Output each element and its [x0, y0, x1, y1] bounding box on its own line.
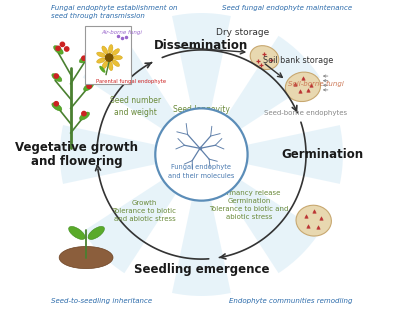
Circle shape	[86, 52, 90, 56]
Text: Dry storage: Dry storage	[216, 28, 270, 37]
Circle shape	[87, 84, 91, 88]
Text: Dissemination: Dissemination	[154, 39, 248, 52]
Text: Seedling emergence: Seedling emergence	[134, 263, 269, 276]
Circle shape	[56, 46, 60, 51]
Ellipse shape	[97, 52, 106, 57]
Text: Air-borne fungi: Air-borne fungi	[101, 31, 142, 36]
Circle shape	[60, 42, 64, 47]
Ellipse shape	[84, 83, 94, 91]
Ellipse shape	[112, 49, 120, 55]
Text: Soil-borne fungi: Soil-borne fungi	[288, 81, 344, 87]
Ellipse shape	[69, 226, 85, 239]
Wedge shape	[202, 36, 320, 154]
Circle shape	[54, 102, 58, 106]
Text: Seed fungal endophyte maintenance: Seed fungal endophyte maintenance	[222, 5, 352, 11]
Ellipse shape	[80, 112, 90, 120]
Circle shape	[106, 54, 113, 61]
Wedge shape	[60, 125, 202, 184]
Text: Endophyte communities remodling: Endophyte communities remodling	[229, 298, 352, 304]
Wedge shape	[83, 36, 202, 154]
Text: Parental fungal endophyte: Parental fungal endophyte	[96, 79, 166, 84]
Ellipse shape	[88, 226, 104, 239]
Text: Growth
Tolerance to biotic
and abiotic stress: Growth Tolerance to biotic and abiotic s…	[112, 201, 176, 222]
Wedge shape	[202, 125, 343, 184]
Ellipse shape	[52, 103, 62, 111]
Ellipse shape	[250, 46, 279, 70]
Ellipse shape	[113, 55, 122, 60]
Text: Seed longevity: Seed longevity	[173, 105, 230, 114]
Ellipse shape	[54, 46, 63, 54]
Circle shape	[82, 56, 86, 60]
Ellipse shape	[59, 247, 113, 269]
Circle shape	[64, 47, 69, 51]
Circle shape	[82, 112, 86, 116]
Text: Soil bank storage: Soil bank storage	[263, 56, 334, 65]
Text: Vegetative growth
and flowering: Vegetative growth and flowering	[15, 141, 138, 168]
Text: Seed number
and weight: Seed number and weight	[110, 96, 161, 117]
Text: Seed-borne endophytes: Seed-borne endophytes	[264, 110, 348, 116]
FancyBboxPatch shape	[86, 26, 131, 84]
Wedge shape	[83, 154, 202, 273]
Ellipse shape	[102, 61, 108, 69]
Wedge shape	[172, 13, 231, 155]
Ellipse shape	[108, 61, 113, 71]
Ellipse shape	[79, 55, 90, 63]
Ellipse shape	[296, 205, 331, 236]
Wedge shape	[202, 154, 320, 273]
Ellipse shape	[112, 60, 120, 66]
Text: Fungal endophyte
and their molecules: Fungal endophyte and their molecules	[168, 164, 235, 179]
Ellipse shape	[285, 72, 320, 102]
Text: Germination: Germination	[282, 148, 364, 161]
Ellipse shape	[102, 46, 108, 54]
Ellipse shape	[108, 44, 113, 54]
Text: Dormancy release
Germination
Tolerance to biotic and
abiotic stress: Dormancy release Germination Tolerance t…	[210, 190, 289, 220]
Wedge shape	[172, 154, 231, 296]
Ellipse shape	[99, 66, 106, 73]
Ellipse shape	[52, 74, 62, 82]
Circle shape	[155, 108, 248, 201]
Ellipse shape	[97, 58, 106, 63]
Text: Seed-to-seedling inheritance: Seed-to-seedling inheritance	[51, 298, 152, 304]
Text: Fungal endophyte establishment on
seed through transmission: Fungal endophyte establishment on seed t…	[51, 5, 177, 19]
Circle shape	[54, 74, 58, 78]
